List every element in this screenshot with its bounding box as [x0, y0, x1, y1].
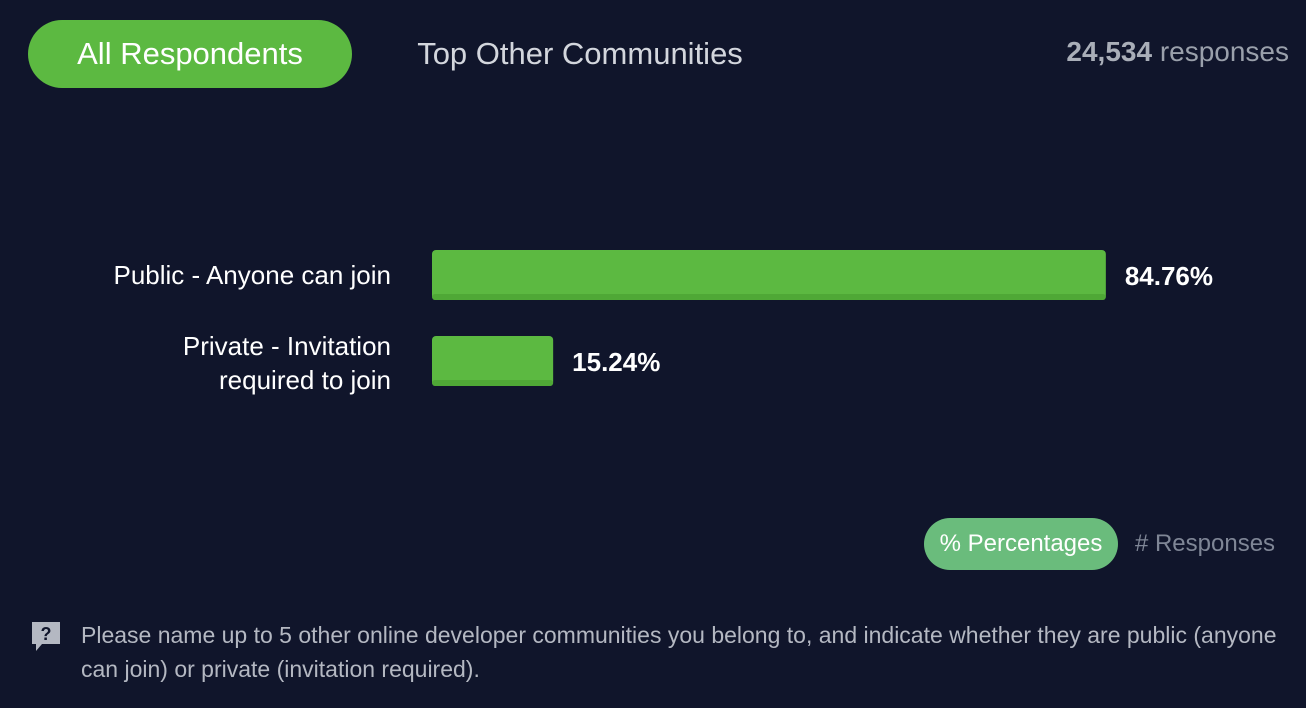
svg-text:?: ? [41, 624, 52, 644]
bar-1[interactable] [432, 336, 554, 386]
category-label-line: required to join [219, 365, 391, 395]
bar-shadow-1 [432, 380, 554, 386]
bar-value-label-0: 84.76% [1125, 261, 1213, 291]
bar-value-label-1: 15.24% [572, 347, 660, 377]
responses-toggle-button[interactable]: # Responses [1134, 530, 1276, 557]
response-count-number: 24,534 [1066, 36, 1153, 67]
response-count: 24,534 responses [1066, 36, 1289, 68]
question-text: Please name up to 5 other online develop… [81, 622, 1277, 682]
category-label-private: Private - Invitation required to join [183, 329, 391, 397]
category-label-line: Public - Anyone can join [113, 260, 391, 290]
tab-all-respondents[interactable]: All Respondents [28, 20, 352, 88]
question-icon: ? [32, 622, 60, 651]
bar-0[interactable] [432, 250, 1106, 300]
tab-top-other-communities[interactable]: Top Other Communities [417, 36, 743, 71]
bar-shadow-0 [432, 294, 1106, 300]
response-count-unit: responses [1159, 36, 1289, 67]
percentages-toggle-button[interactable]: % Percentages [924, 518, 1118, 570]
category-label-public: Public - Anyone can join [113, 258, 391, 292]
category-label-line: Private - Invitation [182, 331, 391, 361]
bar-chart: 84.76% 15.24% [432, 250, 1213, 386]
